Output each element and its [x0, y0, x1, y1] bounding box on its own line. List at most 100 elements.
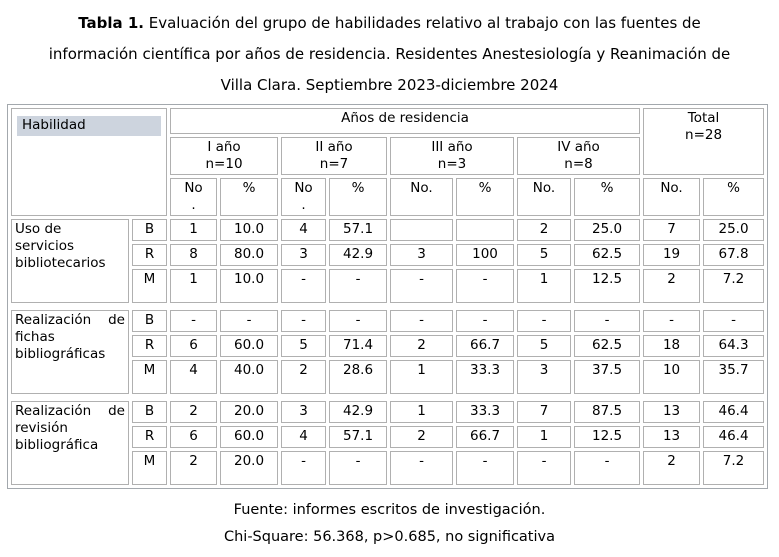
- measure-header: %: [329, 178, 388, 216]
- years-group-header: Años de residencia: [170, 108, 641, 134]
- grade-cell: B: [132, 310, 168, 332]
- value-cell: 2: [643, 451, 701, 485]
- value-cell: 4: [281, 426, 327, 448]
- value-cell: 7: [643, 219, 701, 241]
- value-cell: 37.5: [574, 360, 641, 394]
- value-cell: -: [281, 269, 327, 303]
- value-cell: 19: [643, 244, 701, 266]
- value-cell: 2: [170, 401, 218, 423]
- value-cell: -: [170, 310, 218, 332]
- value-cell: -: [329, 269, 388, 303]
- value-cell: -: [456, 310, 515, 332]
- grade-cell: R: [132, 335, 168, 357]
- measure-header: No .: [170, 178, 218, 216]
- value-cell: 25.0: [703, 219, 765, 241]
- measure-header: %: [220, 178, 279, 216]
- value-cell: 33.3: [456, 360, 515, 394]
- measure-header: %: [574, 178, 641, 216]
- value-cell: -: [390, 269, 454, 303]
- value-cell: -: [329, 451, 388, 485]
- grade-cell: R: [132, 426, 168, 448]
- value-cell: 1: [170, 269, 218, 303]
- value-cell: 57.1: [329, 219, 388, 241]
- value-cell: 13: [643, 401, 701, 423]
- value-cell: 57.1: [329, 426, 388, 448]
- value-cell: 12.5: [574, 269, 641, 303]
- value-cell: 10.0: [220, 269, 279, 303]
- value-cell: 5: [517, 335, 572, 357]
- value-cell: 60.0: [220, 335, 279, 357]
- value-cell: 35.7: [703, 360, 765, 394]
- value-cell: 6: [170, 426, 218, 448]
- measure-header: No.: [517, 178, 572, 216]
- year-header-2: II año n=7: [281, 137, 388, 175]
- value-cell: 1: [517, 269, 572, 303]
- value-cell: 46.4: [703, 401, 765, 423]
- value-cell: -: [703, 310, 765, 332]
- table-title-label: Tabla 1.: [78, 14, 144, 32]
- value-cell: -: [329, 310, 388, 332]
- value-cell: 46.4: [703, 426, 765, 448]
- value-cell: -: [390, 310, 454, 332]
- value-cell: 4: [281, 219, 327, 241]
- value-cell: 2: [643, 269, 701, 303]
- grade-cell: M: [132, 269, 168, 303]
- value-cell: 2: [390, 426, 454, 448]
- results-table: Habilidad Años de residencia Total n=28 …: [7, 104, 769, 489]
- value-cell: 12.5: [574, 426, 641, 448]
- value-cell: 2: [281, 360, 327, 394]
- value-cell: 33.3: [456, 401, 515, 423]
- value-cell: 42.9: [329, 244, 388, 266]
- grade-cell: R: [132, 244, 168, 266]
- measure-header: No .: [281, 178, 327, 216]
- value-cell: 7.2: [703, 269, 765, 303]
- value-cell: 1: [390, 360, 454, 394]
- table-title-line2: información científica por años de resid…: [48, 45, 731, 63]
- grade-cell: M: [132, 451, 168, 485]
- measure-header: No.: [390, 178, 454, 216]
- value-cell: 87.5: [574, 401, 641, 423]
- measure-header: %: [703, 178, 765, 216]
- value-cell: 66.7: [456, 426, 515, 448]
- value-cell: 67.8: [703, 244, 765, 266]
- value-cell: 20.0: [220, 451, 279, 485]
- habilidad-highlight: Habilidad: [17, 116, 162, 136]
- value-cell: 1: [517, 426, 572, 448]
- value-cell: 2: [170, 451, 218, 485]
- value-cell: 3: [517, 360, 572, 394]
- value-cell: 5: [517, 244, 572, 266]
- value-cell: -: [281, 310, 327, 332]
- value-cell: -: [456, 451, 515, 485]
- value-cell: 3: [281, 244, 327, 266]
- value-cell: -: [456, 269, 515, 303]
- value-cell: -: [517, 451, 572, 485]
- value-cell: 5: [281, 335, 327, 357]
- value-cell: -: [574, 310, 641, 332]
- stats-note: Chi-Square: 56.368, p>0.685, no signific…: [223, 529, 555, 545]
- value-cell: 66.7: [456, 335, 515, 357]
- value-cell: 13: [643, 426, 701, 448]
- value-cell: -: [220, 310, 279, 332]
- year-header-3: III año n=3: [390, 137, 515, 175]
- year-header-1: I año n=10: [170, 137, 279, 175]
- section-label: Realización de revisión bibliográfica: [11, 401, 129, 485]
- value-cell: [456, 219, 515, 241]
- value-cell: 4: [170, 360, 218, 394]
- value-cell: 1: [170, 219, 218, 241]
- table-title: Tabla 1. Evaluación del grupo de habilid…: [18, 8, 761, 101]
- value-cell: 2: [517, 219, 572, 241]
- section-label: Uso de servicios bibliotecarios: [11, 219, 129, 303]
- grade-cell: M: [132, 360, 168, 394]
- document-page: Tabla 1. Evaluación del grupo de habilid…: [0, 8, 779, 551]
- value-cell: -: [281, 451, 327, 485]
- value-cell: 10: [643, 360, 701, 394]
- total-header: Total n=28: [643, 108, 765, 175]
- value-cell: 60.0: [220, 426, 279, 448]
- value-cell: 3: [390, 244, 454, 266]
- value-cell: 18: [643, 335, 701, 357]
- value-cell: -: [390, 451, 454, 485]
- table-title-line3: Villa Clara. Septiembre 2023-diciembre 2…: [220, 76, 559, 94]
- value-cell: [390, 219, 454, 241]
- grade-cell: B: [132, 219, 168, 241]
- value-cell: 100: [456, 244, 515, 266]
